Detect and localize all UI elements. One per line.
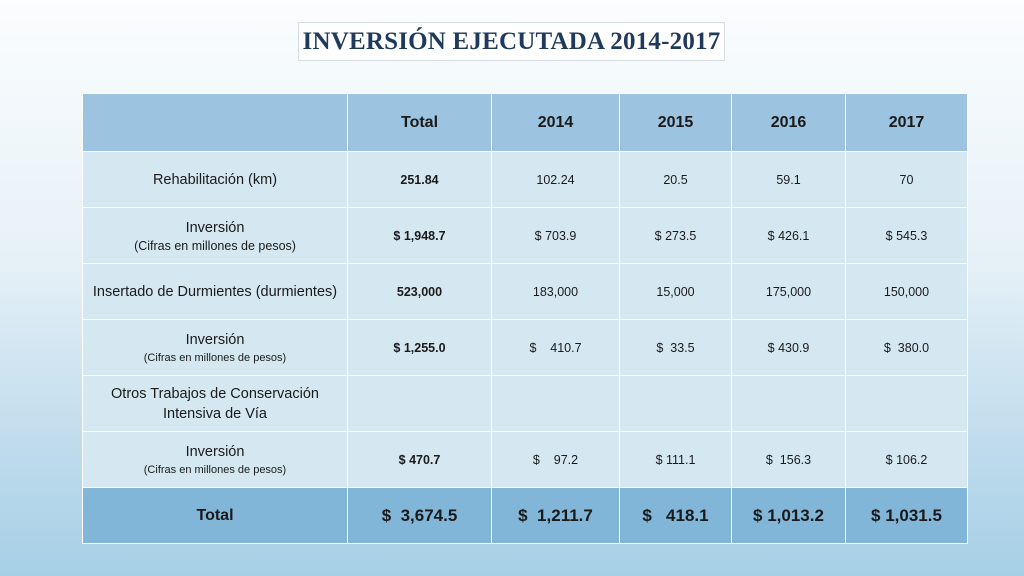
row-value-2016: $ 156.3	[731, 431, 846, 488]
row-value-2017: $ 380.0	[845, 319, 968, 376]
row-value-2017: 150,000	[845, 263, 968, 320]
row-label-main: Otros Trabajos de Conservación Intensiva…	[111, 385, 319, 422]
header-cell-label	[82, 93, 348, 152]
row-value-2015	[619, 375, 732, 432]
row-value-2016: $ 426.1	[731, 207, 846, 264]
row-label-sub: (Cifras en millones de pesos)	[143, 351, 287, 364]
row-total	[347, 375, 492, 432]
table-row: Inversión (Cifras en millones de pesos) $…	[82, 431, 968, 488]
row-value-2016	[731, 375, 846, 432]
total-2014: $ 1,211.7	[491, 487, 620, 544]
table-row: Insertado de Durmientes (durmientes) 523…	[82, 263, 968, 320]
row-label-main: Rehabilitación (km)	[152, 171, 278, 188]
row-value-2015: 15,000	[619, 263, 732, 320]
table-row: Inversión (Cifras en millones de pesos) $…	[82, 319, 968, 376]
title-box: INVERSIÓN EJECUTADA 2014-2017	[298, 22, 725, 61]
table-row: Inversión (Cifras en millones de pesos) $…	[82, 207, 968, 264]
header-row: Total 2014 2015 2016 2017	[82, 93, 968, 152]
row-value-2014: 183,000	[491, 263, 620, 320]
row-value-2016: 175,000	[731, 263, 846, 320]
row-value-2015: $ 111.1	[619, 431, 732, 488]
row-label-main: Inversión	[185, 331, 245, 348]
total-sum: $ 3,674.5	[347, 487, 492, 544]
row-total: $ 1,255.0	[347, 319, 492, 376]
row-label-main: Insertado de Durmientes (durmientes)	[92, 283, 338, 300]
total-2017: $ 1,031.5	[845, 487, 968, 544]
investment-table: Total 2014 2015 2016 2017 Rehabilitación…	[82, 93, 968, 544]
row-value-2015: $ 33.5	[619, 319, 732, 376]
header-cell-2014: 2014	[491, 93, 620, 152]
row-label: Insertado de Durmientes (durmientes)	[82, 263, 348, 320]
table-row: Otros Trabajos de Conservación Intensiva…	[82, 375, 968, 432]
row-total: 251.84	[347, 151, 492, 208]
row-value-2014	[491, 375, 620, 432]
table-row: Rehabilitación (km) 251.84 102.24 20.5 5…	[82, 151, 968, 208]
total-2016: $ 1,013.2	[731, 487, 846, 544]
row-value-2014: $ 97.2	[491, 431, 620, 488]
total-2015: $ 418.1	[619, 487, 732, 544]
row-total: $ 1,948.7	[347, 207, 492, 264]
row-label-main: Inversión	[185, 219, 245, 236]
row-label: Otros Trabajos de Conservación Intensiva…	[82, 375, 348, 432]
row-total: $ 470.7	[347, 431, 492, 488]
row-label: Inversión (Cifras en millones de pesos)	[82, 431, 348, 488]
row-label-sub: (Cifras en millones de pesos)	[143, 463, 287, 476]
header-cell-2017: 2017	[845, 93, 968, 152]
total-row: Total $ 3,674.5 $ 1,211.7 $ 418.1 $ 1,01…	[82, 487, 968, 544]
row-value-2015: $ 273.5	[619, 207, 732, 264]
total-label: Total	[82, 487, 348, 544]
row-value-2014: $ 410.7	[491, 319, 620, 376]
page-title: INVERSIÓN EJECUTADA 2014-2017	[302, 27, 721, 55]
row-value-2016: $ 430.9	[731, 319, 846, 376]
header-cell-total: Total	[347, 93, 492, 152]
row-value-2017: 70	[845, 151, 968, 208]
header-cell-2015: 2015	[619, 93, 732, 152]
header-cell-2016: 2016	[731, 93, 846, 152]
row-label-sub: (Cifras en millones de pesos)	[134, 238, 296, 253]
row-value-2015: 20.5	[619, 151, 732, 208]
row-label: Inversión (Cifras en millones de pesos)	[82, 207, 348, 264]
row-label-main: Inversión	[185, 443, 245, 460]
row-value-2014: $ 703.9	[491, 207, 620, 264]
row-value-2017	[845, 375, 968, 432]
row-total: 523,000	[347, 263, 492, 320]
row-label: Rehabilitación (km)	[82, 151, 348, 208]
row-value-2014: 102.24	[491, 151, 620, 208]
row-value-2017: $ 106.2	[845, 431, 968, 488]
row-value-2016: 59.1	[731, 151, 846, 208]
row-label: Inversión (Cifras en millones de pesos)	[82, 319, 348, 376]
row-value-2017: $ 545.3	[845, 207, 968, 264]
